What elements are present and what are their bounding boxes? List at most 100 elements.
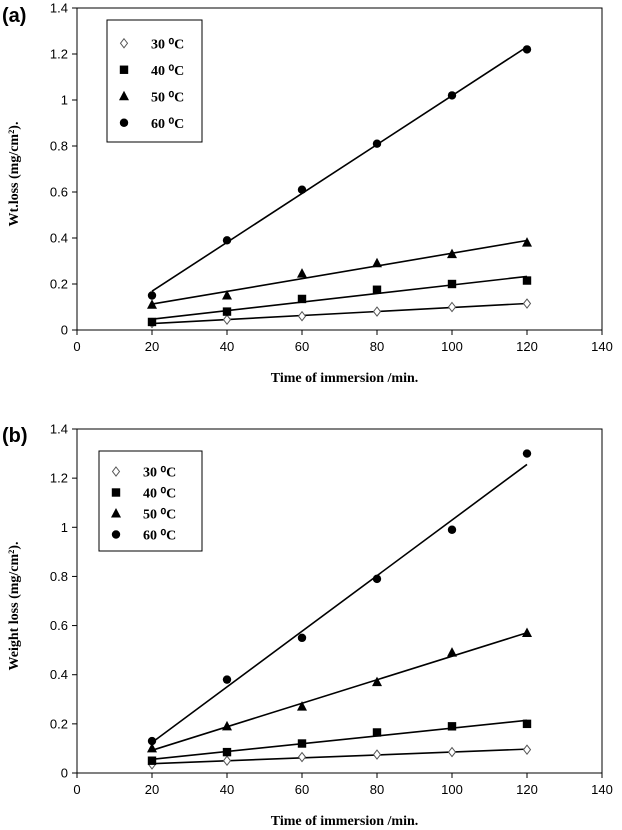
data-point-series-4 — [372, 574, 382, 584]
chart-panel-a: 0 20 40 60 80 100 120 140 0 0.2 0.4 0.6 0.8 1 1.2 1.4 Ti… — [2, 1, 613, 387]
data-point-series-4 — [222, 675, 232, 684]
y-axis-title: Wt.loss (mg/cm²). — [7, 122, 22, 227]
data-point-series-2 — [372, 728, 382, 737]
data-point-series-4 — [222, 236, 232, 245]
data-point-series-1 — [297, 310, 307, 322]
data-point-series-1 — [222, 314, 232, 325]
legend-marker — [111, 530, 121, 539]
data-point-series-3 — [372, 257, 382, 268]
data-point-series-4 — [447, 91, 457, 100]
legend: 30 ⁰C 40 ⁰C 50 ⁰C 60 ⁰C — [106, 19, 203, 143]
x-tick-label: 100 — [441, 782, 463, 797]
data-point-series-4 — [147, 736, 157, 746]
y-tick-label: 0 — [61, 323, 68, 338]
x-tick-label: 140 — [591, 339, 613, 354]
legend-label: 60 ⁰C — [151, 117, 184, 132]
data-point-series-2 — [222, 307, 232, 316]
y-tick-label: 0.6 — [50, 618, 68, 633]
x-tick-label: 80 — [370, 782, 384, 797]
data-point-series-1 — [522, 744, 532, 755]
x-tick-label: 100 — [441, 339, 463, 354]
plot-area-frame — [76, 428, 603, 774]
data-point-series-2 — [447, 722, 457, 731]
data-point-series-4 — [522, 449, 532, 458]
data-point-series-3 — [297, 701, 307, 711]
data-point-series-3 — [522, 237, 532, 247]
data-point-series-1 — [372, 749, 382, 760]
data-point-series-2 — [222, 747, 232, 757]
legend: 30 ⁰C 40 ⁰C 50 ⁰C 60 ⁰C — [98, 450, 203, 552]
x-tick-label: 140 — [591, 782, 613, 797]
x-tick-label: 60 — [295, 339, 309, 354]
y-tick-label: 0.4 — [50, 667, 68, 682]
y-tick-label: 1.2 — [50, 471, 68, 486]
legend-marker — [119, 118, 129, 127]
data-point-series-3 — [222, 290, 232, 300]
data-point-series-4 — [297, 185, 307, 194]
data-point-series-2 — [522, 719, 532, 729]
x-axis-title: Time of immersion /min. — [271, 371, 419, 386]
legend-marker — [111, 466, 121, 477]
y-tick-label: 1 — [61, 520, 68, 535]
x-tick-label: 40 — [220, 782, 234, 797]
y-tick-label: 1 — [61, 93, 68, 108]
legend-marker — [119, 65, 129, 74]
y-tick-label: 1.4 — [50, 422, 68, 437]
data-point-series-2 — [297, 294, 307, 304]
y-tick-label: 1.4 — [50, 1, 68, 16]
x-tick-label: 20 — [145, 782, 159, 797]
trendline-series-1 — [151, 302, 528, 325]
trendline-series-4 — [151, 46, 528, 292]
data-point-series-2 — [522, 276, 532, 285]
y-tick-label: 0 — [61, 766, 68, 781]
legend-marker — [119, 37, 129, 49]
y-tick-label: 0.2 — [50, 277, 68, 292]
legend-label: 40 ⁰C — [151, 64, 184, 79]
data-point-series-1 — [372, 306, 382, 317]
y-tick-label: 0.8 — [50, 569, 68, 584]
x-tick-label: 20 — [145, 339, 159, 354]
y-tick-label: 0.8 — [50, 139, 68, 154]
x-tick-label: 60 — [295, 782, 309, 797]
data-point-series-1 — [297, 751, 307, 763]
trendline-series-4 — [151, 463, 528, 744]
data-point-series-2 — [372, 285, 382, 294]
legend-label: 30 ⁰C — [151, 37, 184, 52]
panel-label: (b) — [2, 425, 28, 447]
data-point-series-1 — [447, 746, 457, 758]
trendline-series-2 — [151, 275, 528, 320]
x-tick-label: 40 — [220, 339, 234, 354]
legend-marker — [111, 488, 121, 497]
legend-label: 40 ⁰C — [143, 487, 176, 502]
x-tick-label: 120 — [516, 339, 538, 354]
x-axis-title: Time of immersion /min. — [271, 814, 419, 829]
data-point-series-3 — [522, 627, 532, 637]
panel-label: (a) — [2, 5, 26, 27]
chart-panel-b: 0 20 40 60 80 100 120 140 0 0.2 0.4 0.6 0.8 1 1.2 1.4 Ti… — [2, 422, 613, 830]
legend-marker — [119, 90, 129, 101]
y-tick-label: 1.2 — [50, 47, 68, 62]
data-point-series-4 — [522, 45, 532, 54]
y-tick-label: 0.2 — [50, 716, 68, 731]
data-point-series-3 — [372, 676, 382, 687]
x-tick-label: 0 — [73, 782, 80, 797]
data-point-series-4 — [147, 291, 157, 300]
data-point-series-2 — [147, 756, 157, 765]
data-point-series-2 — [147, 317, 157, 327]
data-point-series-4 — [372, 139, 382, 148]
data-point-series-4 — [297, 633, 307, 643]
data-point-series-1 — [522, 298, 532, 309]
legend-label: 50 ⁰C — [151, 90, 184, 105]
trendline-series-3 — [151, 631, 528, 752]
y-tick-label: 0.4 — [50, 231, 68, 246]
data-point-series-3 — [297, 268, 307, 278]
data-point-series-2 — [297, 739, 307, 748]
data-point-series-2 — [447, 279, 457, 289]
data-point-series-3 — [147, 742, 157, 753]
data-point-series-4 — [447, 525, 457, 534]
data-point-series-1 — [447, 301, 457, 313]
data-point-series-3 — [447, 647, 457, 657]
x-tick-label: 80 — [370, 339, 384, 354]
trendline-series-2 — [151, 719, 528, 761]
